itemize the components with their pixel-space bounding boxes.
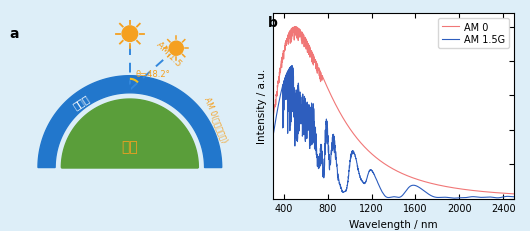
AM 1.5G	[396, 196, 403, 199]
Text: 地球: 地球	[121, 139, 138, 153]
AM 1.5G	[270, 135, 276, 138]
Text: θ=48.2°: θ=48.2°	[135, 69, 170, 78]
Text: AM 0(大気层上界): AM 0(大気层上界)	[202, 96, 228, 144]
AM 0	[270, 118, 276, 121]
AM 1.5G	[375, 182, 381, 185]
Line: AM 1.5G: AM 1.5G	[273, 67, 514, 198]
Circle shape	[122, 27, 138, 42]
AM 0	[511, 193, 517, 195]
AM 0	[375, 158, 381, 161]
AM 1.5G	[392, 196, 398, 198]
AM 0	[396, 171, 403, 174]
AM 1.5G	[313, 148, 320, 151]
Text: 大気层: 大気层	[72, 93, 92, 111]
AM 0	[313, 70, 320, 73]
AM 0	[394, 170, 400, 173]
Text: a: a	[9, 27, 19, 41]
AM 1.5G	[511, 195, 517, 198]
AM 0	[292, 26, 298, 29]
AM 1.5G	[451, 197, 457, 200]
AM 1.5G	[394, 196, 400, 199]
Line: AM 0: AM 0	[273, 27, 514, 194]
Polygon shape	[38, 76, 222, 168]
Text: b: b	[268, 16, 278, 30]
X-axis label: Wavelength / nm: Wavelength / nm	[349, 219, 438, 229]
AM 1.5G	[440, 196, 447, 199]
Polygon shape	[61, 100, 198, 168]
AM 0	[440, 185, 447, 188]
Circle shape	[169, 42, 183, 56]
Legend: AM 0, AM 1.5G: AM 0, AM 1.5G	[438, 19, 509, 49]
Text: AM 1.5: AM 1.5	[155, 40, 183, 68]
AM 1.5G	[289, 65, 295, 68]
AM 0	[392, 169, 398, 172]
Y-axis label: Intensity / a.u.: Intensity / a.u.	[258, 69, 268, 144]
